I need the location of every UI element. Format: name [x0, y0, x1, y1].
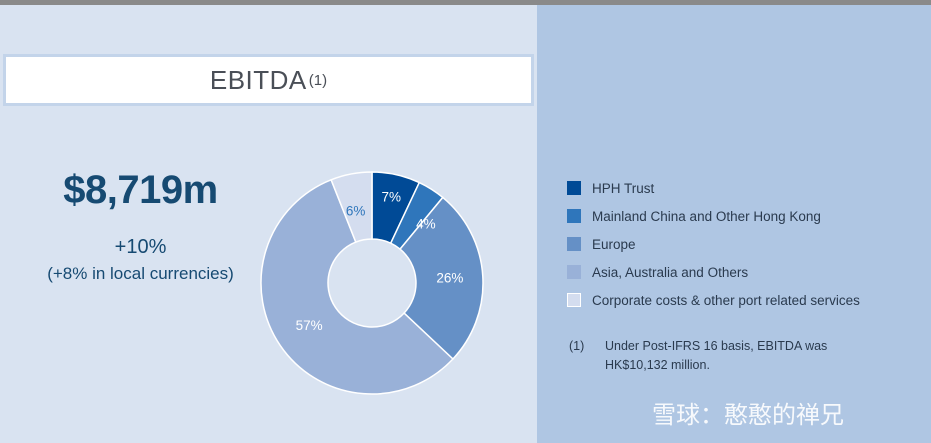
- legend-item-mainland-china: Mainland China and Other Hong Kong: [567, 202, 860, 230]
- legend: HPH Trust Mainland China and Other Hong …: [567, 174, 860, 314]
- legend-swatch: [567, 293, 581, 307]
- chart-title: EBITDA: [209, 64, 307, 95]
- legend-item-corporate-costs: Corporate costs & other port related ser…: [567, 286, 860, 314]
- legend-swatch: [567, 237, 581, 251]
- legend-swatch: [567, 265, 581, 279]
- title-footnote-mark: (1): [308, 71, 328, 89]
- right-panel: [537, 5, 931, 443]
- legend-label: Mainland China and Other Hong Kong: [592, 208, 821, 224]
- slice-label-1: 7%: [381, 190, 401, 205]
- legend-label: Corporate costs & other port related ser…: [592, 292, 860, 308]
- growth-local-currencies: (+8% in local currencies): [47, 264, 234, 283]
- donut-slice-4: [260, 178, 454, 395]
- donut-slice-5: [330, 171, 373, 244]
- slice-label-5: 6%: [346, 203, 366, 218]
- ebitda-value: $8,719m: [63, 168, 218, 212]
- slice-label-2: 4%: [416, 216, 436, 231]
- watermark: 雪球：憨憨的禅兄: [652, 401, 844, 429]
- legend-label: Asia, Australia and Others: [592, 264, 749, 280]
- footnote-number: (1): [569, 339, 585, 353]
- slice-label-4: 57%: [296, 318, 323, 333]
- title-box: EBITDA (1): [3, 54, 534, 106]
- slice-label-3: 26%: [436, 271, 463, 286]
- legend-swatch: [567, 181, 581, 195]
- growth-value: +10%: [114, 236, 167, 258]
- footnote: (1) Under Post-IFRS 16 basis, EBITDA was…: [569, 337, 827, 375]
- donut-slice-3: [398, 196, 484, 361]
- legend-swatch: [567, 209, 581, 223]
- legend-item-hph-trust: HPH Trust: [567, 174, 860, 202]
- footnote-line-2: HK$10,132 million.: [605, 358, 710, 372]
- legend-label: HPH Trust: [592, 180, 655, 196]
- top-border: [0, 0, 931, 5]
- footnote-line-1: Under Post-IFRS 16 basis, EBITDA was: [605, 339, 828, 353]
- legend-item-europe: Europe: [567, 230, 860, 258]
- legend-item-asia-australia: Asia, Australia and Others: [567, 258, 860, 286]
- legend-label: Europe: [592, 236, 636, 252]
